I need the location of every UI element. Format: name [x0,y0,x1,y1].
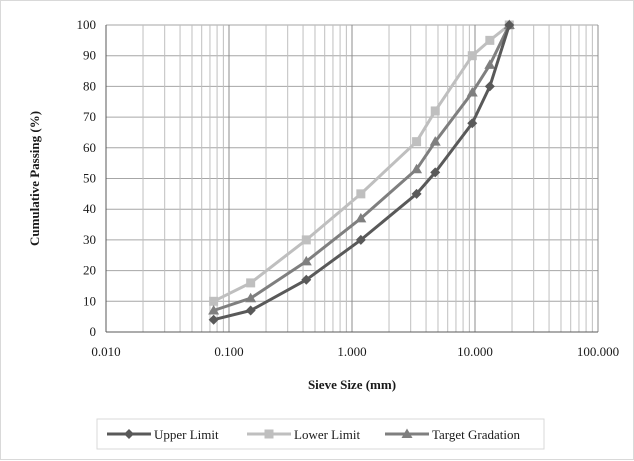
legend-label: Target Gradation [432,427,521,442]
series-upper-limit [208,20,515,325]
data-point [355,234,366,245]
y-tick-label: 30 [83,232,96,247]
x-axis-title: Sieve Size (mm) [308,377,396,392]
legend-marker [124,429,134,439]
legend-marker [401,428,413,438]
data-point [466,87,478,97]
y-tick-label: 10 [83,293,96,308]
y-tick-label: 0 [90,324,97,339]
data-point [504,20,515,30]
series-line [212,23,511,303]
legend-entry: Target Gradation [385,427,521,442]
axis-layer: 0 10 20 30 40 50 60 70 80 90 100 0.010 0.100 1.000 10.… [77,17,620,359]
y-tick-label: 80 [83,78,96,93]
legend: Upper Limit Lower Limit Target Gradation [96,418,545,450]
series-lower-limit [209,20,514,306]
data-point [355,212,367,223]
legend-label: Lower Limit [294,427,360,442]
data-point [467,51,477,61]
legend-label: Upper Limit [154,427,219,442]
legend-entry: Upper Limit [107,427,219,442]
x-tick-label: 0.010 [91,344,120,359]
y-tick-label: 90 [83,48,96,63]
series-layer [208,19,515,325]
data-point [430,106,440,116]
x-tick-label: 100.000 [577,344,619,359]
y-tick-label: 20 [83,263,96,278]
y-tick-label: 50 [83,171,96,186]
legend-box [96,418,545,450]
data-point [209,296,219,306]
data-point [246,278,256,288]
data-point [301,274,312,285]
data-point [430,167,441,178]
x-tick-label: 0.100 [214,344,243,359]
data-point [411,188,422,199]
data-point [208,314,219,325]
data-point [245,292,257,303]
data-point [245,305,256,316]
x-tick-label: 1.000 [337,344,366,359]
legend-entry: Lower Limit [247,427,360,442]
y-axis-title: Cumulative Passing (%) [27,111,42,246]
data-point [467,118,478,129]
data-point [301,235,311,245]
data-point [484,81,495,92]
data-point [429,136,441,146]
legend-marker [264,429,274,439]
data-point [484,59,496,69]
x-tick-label: 10.000 [457,344,493,359]
data-point [208,305,220,315]
data-point [485,35,495,45]
series-target-gradation [208,19,515,315]
data-point [411,163,423,174]
y-tick-label: 60 [83,140,96,155]
data-point [356,189,366,199]
y-tick-label: 40 [83,201,96,216]
grid-layer [105,24,599,332]
y-tick-label: 70 [83,109,96,124]
data-point [412,137,422,147]
y-tick-label: 100 [77,17,97,32]
data-point [300,255,312,266]
